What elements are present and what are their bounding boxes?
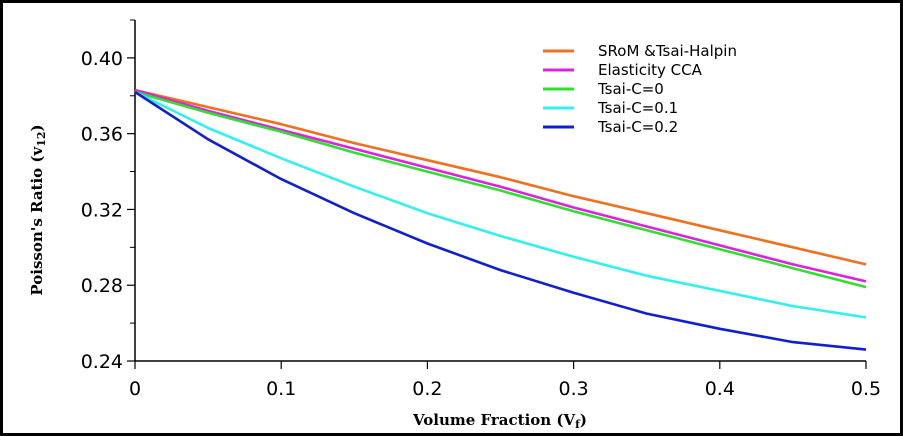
y-tick-label: 0.40 — [81, 48, 123, 70]
series-line-1 — [134, 88, 867, 266]
y-tick-label: 0.28 — [81, 275, 123, 297]
series-line-3 — [134, 90, 867, 289]
series-line-4 — [134, 90, 867, 319]
y-tick-label: 0.24 — [81, 351, 123, 373]
legend-label-4: Tsai-C=0.1 — [597, 99, 678, 117]
legend-label-1: SRoM &Tsai-Halpin — [598, 42, 737, 60]
legend-label-3: Tsai-C=0 — [597, 80, 664, 98]
x-tick-label: 0.4 — [705, 378, 735, 400]
y-axis-title: Poisson's Ratio (v12) — [28, 124, 48, 295]
legend-label-2: Elasticity CCA — [598, 61, 703, 79]
series-lines — [134, 88, 867, 351]
x-tick-label: 0.1 — [266, 378, 296, 400]
series-line-2 — [134, 88, 867, 283]
y-tick-label: 0.36 — [81, 124, 123, 146]
legend-label-5: Tsai-C=0.2 — [597, 118, 678, 136]
axes: 0.24 0.28 0.32 0.36 0.40 0 0.1 0.2 0.3 0.4 0.5 — [81, 19, 881, 400]
x-tick-label: 0.2 — [412, 378, 442, 400]
x-axis-title: Volume Fraction (Vf) — [412, 411, 587, 431]
y-tick-label: 0.32 — [81, 199, 123, 221]
x-tick-label: 0 — [129, 378, 141, 400]
x-tick-label: 0.3 — [558, 378, 588, 400]
x-tick-label: 0.5 — [851, 378, 881, 400]
series-line-5 — [134, 90, 867, 351]
